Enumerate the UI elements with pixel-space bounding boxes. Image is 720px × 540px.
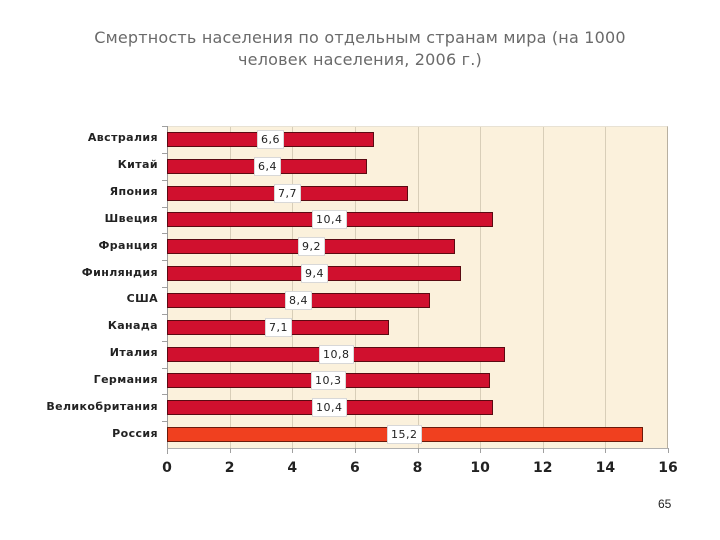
gridline [480, 127, 482, 448]
y-tick [162, 341, 167, 342]
gridline [417, 127, 419, 448]
value-label: 6,6 [257, 130, 284, 149]
x-tick [542, 448, 544, 453]
x-tick [292, 448, 294, 453]
chart-title: Смертность населения по отдельным страна… [40, 27, 680, 71]
x-tick [605, 448, 607, 453]
category-label: Китай [117, 158, 158, 171]
value-label: 7,7 [274, 184, 301, 203]
x-tick-label: 16 [658, 460, 678, 476]
gridline [292, 127, 294, 448]
x-tick-label: 12 [533, 460, 553, 476]
y-tick [162, 287, 167, 288]
x-tick-label: 8 [412, 460, 423, 476]
value-label: 9,4 [301, 264, 328, 283]
x-tick-label: 2 [224, 460, 235, 476]
category-label: Австралия [87, 131, 158, 144]
page-number: 65 [658, 497, 672, 511]
plot-area [167, 126, 668, 448]
y-tick [162, 368, 167, 369]
y-tick [162, 314, 167, 315]
category-label: Япония [109, 185, 158, 198]
y-tick [162, 421, 167, 422]
category-label: Финляндия [81, 266, 158, 279]
x-tick [417, 448, 419, 453]
y-tick [162, 180, 167, 181]
category-label: Великобритания [46, 400, 158, 413]
y-tick [162, 207, 167, 208]
x-tick [668, 448, 669, 453]
x-tick-label: 0 [162, 460, 172, 476]
value-label: 8,4 [285, 291, 312, 310]
gridline [605, 127, 607, 448]
value-label: 10,4 [312, 398, 347, 417]
category-label: Канада [107, 319, 158, 332]
value-label: 9,2 [298, 237, 325, 256]
category-label: Германия [93, 373, 158, 386]
x-tick-label: 4 [287, 460, 298, 476]
category-label: Швеция [104, 212, 158, 225]
x-tick [229, 448, 231, 453]
x-tick [354, 448, 356, 453]
category-label: США [126, 292, 158, 305]
value-label: 7,1 [265, 318, 292, 337]
chart-title-line1: Смертность населения по отдельным страна… [94, 28, 626, 47]
category-label: Италия [109, 346, 158, 359]
chart-title-line2: человек населения, 2006 г.) [238, 50, 482, 69]
x-tick [480, 448, 482, 453]
value-label: 10,8 [319, 345, 354, 364]
y-tick [162, 126, 167, 127]
gridline [229, 127, 231, 448]
value-label: 10,4 [312, 210, 347, 229]
y-tick [162, 260, 167, 261]
x-tick [167, 448, 168, 453]
gridline [542, 127, 544, 448]
category-label: Россия [112, 427, 158, 440]
x-tick-label: 10 [470, 460, 490, 476]
x-tick-label: 14 [595, 460, 616, 476]
y-axis-line [167, 126, 168, 454]
y-tick [162, 394, 167, 395]
y-tick [162, 233, 167, 234]
value-label: 6,4 [254, 157, 281, 176]
x-tick-label: 6 [350, 460, 360, 476]
y-tick [162, 153, 167, 154]
gridline [354, 127, 356, 448]
value-label: 15,2 [387, 425, 422, 444]
value-label: 10,3 [311, 371, 346, 390]
category-label: Франция [98, 239, 158, 252]
